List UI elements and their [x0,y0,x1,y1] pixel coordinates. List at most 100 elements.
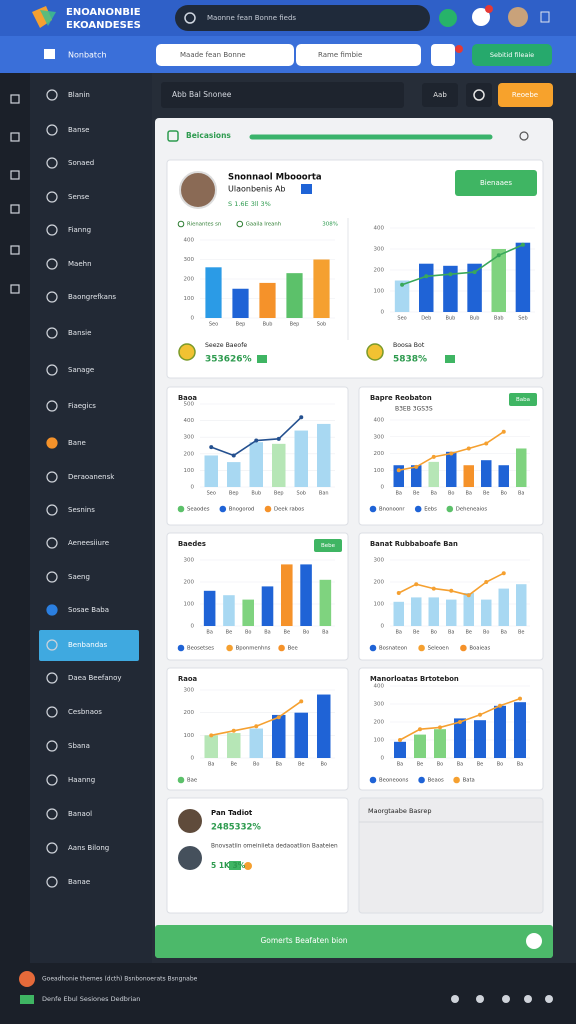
status-icon[interactable] [545,995,553,1003]
strip-icon[interactable] [10,94,20,104]
badge [229,861,241,870]
y-tick-label: 400 [374,418,385,424]
footer-bar[interactable] [155,925,553,958]
nav-item[interactable]: Banae [68,878,90,886]
icon-button[interactable] [439,9,457,27]
nav-item[interactable]: Fianng [68,226,91,234]
nav-item[interactable]: Aans Bilong [68,844,109,852]
nav-title: Nonbatch [68,51,107,60]
bar [481,460,492,487]
trend-point [400,282,405,287]
legend-swatch [236,220,244,228]
status-text: Denfe Ebul Sesiones Dedbrian [42,995,140,1003]
trend-point [466,593,471,598]
strip-icon[interactable] [10,170,20,180]
x-tick-label: Bub [446,316,456,322]
user-avatar[interactable] [508,7,528,27]
bar [300,564,312,626]
menu-icon[interactable] [540,11,550,23]
toolbar-button[interactable] [422,83,458,107]
nav-item[interactable]: Sonaed [68,159,94,167]
search-icon[interactable] [519,131,529,141]
nav-item[interactable]: Sbana [68,742,90,750]
nav-item[interactable]: Banse [68,126,89,134]
home-icon[interactable] [44,49,55,59]
bar [494,705,506,758]
toolbar-search[interactable] [161,82,404,108]
badge [485,5,493,13]
nav-item[interactable]: Blanin [68,91,90,99]
summary-label: Boosa Bot [393,342,425,349]
primary-button[interactable] [498,83,553,107]
y-tick-label: 400 [374,684,385,690]
filter-dropdown[interactable] [296,44,421,66]
status-icon[interactable] [476,995,484,1003]
bar [463,465,474,487]
status-icon[interactable] [451,995,459,1003]
x-tick-label: Bo [253,762,260,768]
footer-icon[interactable] [526,933,542,949]
nav-item[interactable]: Deraoanensk [68,473,115,481]
action-button[interactable] [472,44,552,66]
trend-point [484,441,489,446]
y-tick-label: 400 [184,238,195,244]
profile-button[interactable] [455,170,537,196]
x-tick-label: Ba [206,630,213,636]
nav-item[interactable]: Sesnins [68,506,95,514]
nav-item[interactable]: Bansie [68,329,91,337]
y-tick-label: 0 [381,624,385,630]
trend-point [518,696,522,701]
notification-button[interactable] [472,8,490,26]
strip-icon[interactable] [10,284,20,294]
search-field[interactable] [175,5,430,31]
y-tick-label: 0 [381,310,385,316]
x-tick-label: Ba [264,630,271,636]
nav-item[interactable]: Baongrefkans [68,293,116,301]
y-tick-label: 200 [184,451,195,457]
trend-point [424,274,429,279]
toolbar-button[interactable] [466,83,492,107]
strip-icon[interactable] [10,245,20,255]
strip-icon[interactable] [10,204,20,214]
nav-item[interactable]: Aeneesiiure [68,539,109,547]
nav-item[interactable]: Bane [68,439,86,447]
y-tick-label: 100 [184,296,195,302]
nav-icon [46,571,58,583]
x-tick-label: Be [413,491,420,497]
strip-icon[interactable] [10,132,20,142]
nav-item[interactable]: Fiaegics [68,402,96,410]
nav-item[interactable]: Banaol [68,810,92,818]
nav-item[interactable]: Sosae Baba [68,606,109,614]
x-tick-label: Bep [274,491,284,497]
nav-item[interactable]: Benbandas [68,641,107,649]
card [166,159,544,379]
nav-item[interactable]: Sanage [68,366,94,374]
trend-point [231,453,236,458]
status-icon[interactable] [524,995,532,1003]
nav-item[interactable]: Daea Beefanoy [68,674,122,682]
x-tick-label: Ba [276,762,283,768]
nav-item[interactable]: Haanng [68,776,95,784]
nav-icon [46,672,58,684]
bar [272,443,286,487]
status-icon [19,971,35,987]
filter-dropdown[interactable] [156,44,294,66]
chart-button[interactable] [314,539,342,552]
panel-title: Beicasions [186,131,231,140]
footer-text[interactable]: Gomerts Beafaten bion [260,936,347,945]
nav-item[interactable]: Cesbnaos [68,708,102,716]
bar [428,461,439,487]
bar [317,423,331,487]
y-tick-label: 100 [184,733,195,739]
status-icon[interactable] [502,995,510,1003]
bar [249,728,263,758]
chart-title: Baoa [178,394,197,402]
nav-item[interactable]: Saeng [68,573,90,581]
trend-point [458,720,462,724]
clock-icon [473,89,485,101]
nav-item[interactable]: Sense [68,193,89,201]
icon-button[interactable] [431,44,455,66]
nav-item[interactable]: Maehn [68,260,92,268]
chart-button[interactable] [509,393,537,406]
